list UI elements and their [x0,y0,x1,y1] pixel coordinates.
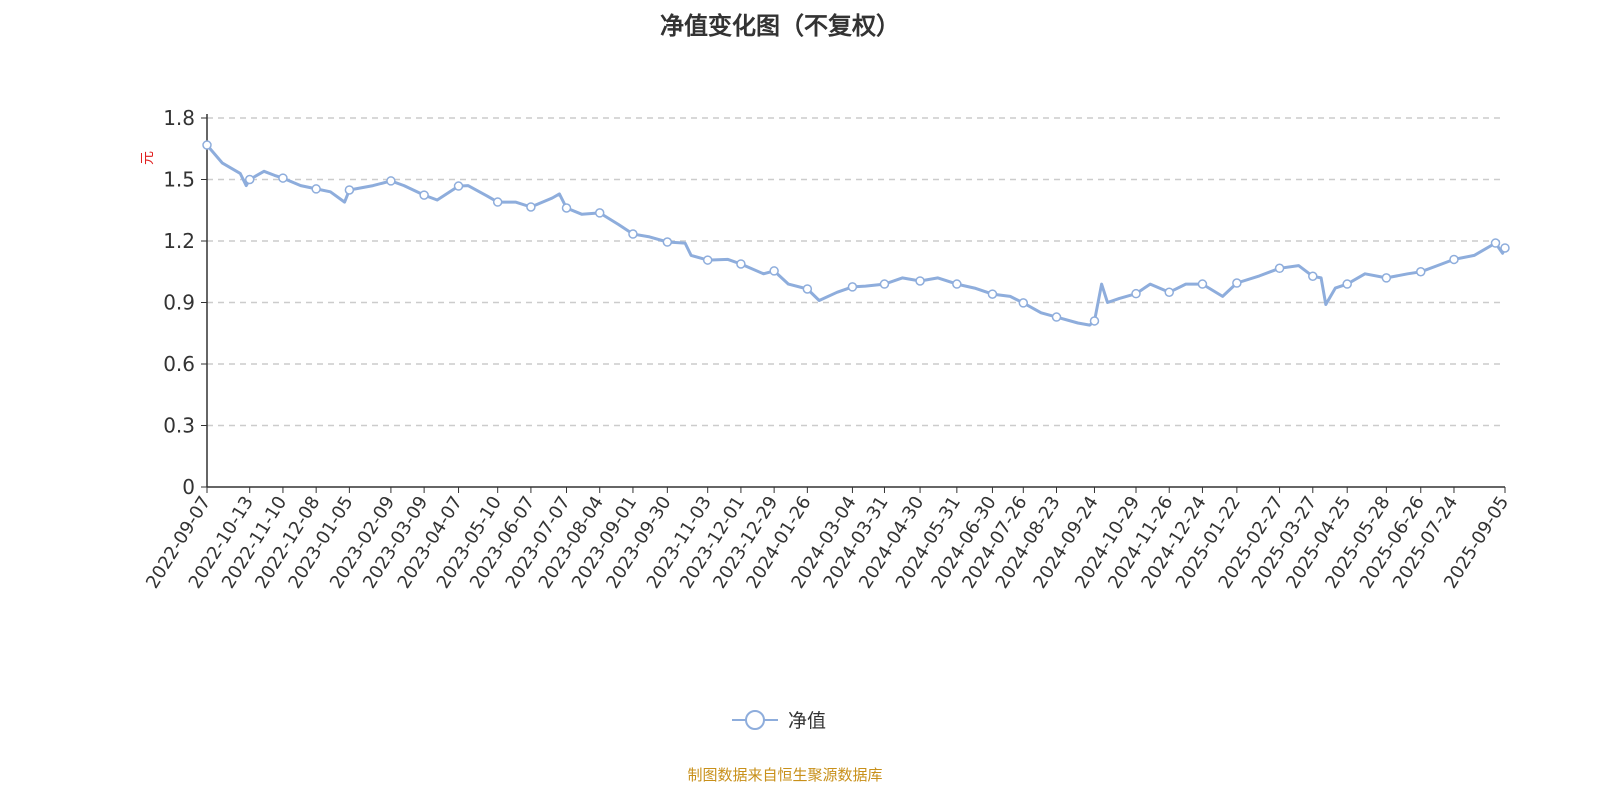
data-point-marker [561,203,572,213]
data-point-marker [419,190,429,200]
data-point-marker [344,185,355,195]
data-point-marker [987,289,998,299]
chart-title: 净值变化图（不复权） [660,12,900,40]
data-point-marker [1449,254,1459,265]
data-point-marker [1416,267,1426,277]
legend-line-marker-icon [732,709,778,730]
data-point-marker [278,173,288,183]
data-point-marker [386,176,396,186]
data-point-marker [628,229,638,239]
y-tick-label: 0.6 [163,352,195,376]
y-axis-unit-label: 元 [140,151,156,165]
data-point-marker [1490,238,1501,248]
data-point-marker [1274,263,1285,274]
data-point-marker [492,197,503,207]
data-point-marker [1164,287,1174,297]
data-point-marker [311,184,321,194]
line-chart: 00.30.60.91.21.51.82022-09-072022-10-132… [140,106,1513,592]
y-tick-label: 1.2 [163,229,195,253]
data-point-marker [847,282,858,292]
series-line [205,144,1507,327]
data-point-marker [1089,316,1100,326]
y-tick-label: 1.8 [163,106,195,130]
data-point-marker [769,266,779,276]
data-point-marker [202,140,212,150]
data-point-marker [1232,278,1242,288]
data-point-marker [802,284,813,294]
legend[interactable]: 净值 [730,706,826,733]
data-point-marker [1381,273,1392,283]
data-point-marker [1131,288,1141,299]
data-point-marker [1342,279,1352,289]
data-source-note: 制图数据来自恒生聚源数据库 [687,766,883,784]
data-point-marker [1308,271,1318,282]
data-point-marker [1197,279,1208,289]
data-point-marker [594,208,605,218]
data-point-marker [702,255,713,265]
data-point-marker [1051,312,1062,322]
data-point-marker [662,237,673,247]
data-point-marker [879,279,890,289]
y-tick-label: 0.3 [163,414,195,438]
legend-label: 净值 [788,710,827,732]
data-point-marker [736,259,746,269]
y-tick-label: 0.9 [163,291,195,315]
data-point-marker [453,181,464,191]
data-point-marker [952,279,962,289]
data-point-marker [915,276,925,286]
data-point-marker [526,202,536,212]
y-tick-label: 0 [182,475,195,499]
data-point-marker [244,174,255,185]
y-tick-label: 1.5 [163,168,195,192]
data-point-marker [1500,243,1510,253]
data-point-marker [1018,298,1029,308]
